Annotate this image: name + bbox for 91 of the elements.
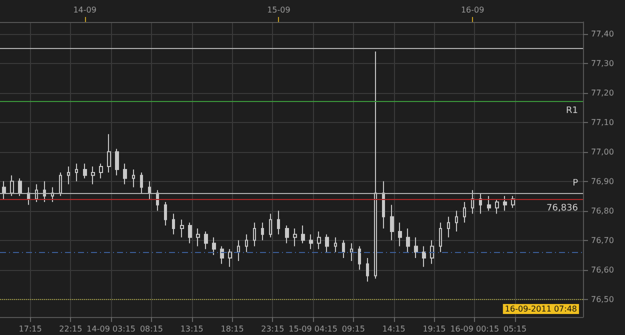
candlestick: [382, 180, 385, 229]
candlestick: [285, 225, 289, 244]
candlestick: [196, 228, 200, 247]
x-tick-label: 14:15: [382, 324, 406, 334]
x2-tick-label: 14-09: [73, 6, 96, 14]
candlestick: [342, 240, 345, 258]
x-tick-label: 22:15: [59, 324, 82, 334]
candlestick: [439, 222, 442, 253]
candlestick: [220, 246, 224, 264]
y-tick-label: 77,10: [591, 118, 614, 127]
candlestick: [140, 172, 143, 194]
candlestick: [164, 201, 167, 226]
x-tick-label: 23:15: [261, 324, 284, 334]
candlestick: [317, 230, 321, 250]
candlestick: [366, 258, 369, 282]
x-tick-label: 08:15: [140, 324, 164, 334]
ref-line-label: P: [572, 178, 579, 189]
y-tick-label: 76,70: [591, 236, 614, 245]
y-tick-label: 77,40: [591, 29, 614, 38]
candlestick: [180, 219, 184, 238]
candlestick: [390, 204, 394, 241]
y-tick-label: 76,60: [591, 265, 614, 274]
candlestick: [18, 178, 22, 197]
candlestick: [277, 210, 280, 235]
candlestick: [107, 134, 111, 173]
x-tick-label: 16-09 00:15: [450, 324, 500, 334]
candlestick: [325, 234, 329, 253]
x-tick-label: 09:15: [342, 324, 365, 334]
candlestick: [269, 213, 272, 238]
candlestick: [406, 228, 410, 253]
y-tick-label: 77,30: [591, 58, 614, 68]
y-tick-label: 77,00: [591, 147, 614, 156]
candlestick: [495, 198, 499, 214]
candlestick: [83, 163, 87, 179]
candlestick: [350, 242, 353, 262]
x-tick-label: 19:15: [422, 324, 446, 334]
candlestick: [99, 163, 103, 179]
candlestick: [27, 186, 30, 206]
candlestick: [212, 236, 216, 256]
candlestick: [334, 236, 337, 253]
candlestick: [245, 234, 248, 253]
candlestick: [172, 213, 175, 235]
x-tick-label: 17:15: [18, 324, 42, 334]
candlestick: [228, 248, 232, 268]
candlestick: [422, 246, 426, 268]
candlestick: [237, 240, 240, 262]
x-tick-label: 13:15: [180, 324, 204, 334]
candlestick: [132, 169, 135, 188]
candlestick: [301, 225, 305, 244]
candlestick: [67, 166, 70, 185]
candlestick: [43, 180, 46, 202]
candlestick: [253, 222, 256, 247]
y-tick-label: 77,20: [591, 88, 614, 98]
candlestick: [487, 196, 491, 212]
candlestick: [309, 234, 313, 250]
annotation: 16-09-2011 07:48: [504, 304, 578, 314]
candlestick: [398, 222, 402, 247]
x2-tick-label: 16-09: [460, 6, 484, 14]
candlestick: [10, 174, 14, 197]
x-tick-label: 14-09 03:15: [86, 324, 136, 334]
candlestick: [59, 172, 62, 197]
x-tick-label: 05:15: [503, 324, 527, 334]
candlestick: [414, 236, 418, 258]
candlestick: [261, 222, 264, 241]
y-tick-label: 76,90: [591, 176, 614, 186]
candlestick: [430, 240, 434, 264]
candlestick: [455, 210, 458, 232]
candlestick: [358, 246, 361, 270]
candlestick: [35, 184, 38, 202]
x-tick-label: 15-09 04:15: [288, 324, 338, 334]
x2-tick-label: 15-09: [267, 6, 290, 14]
candlestick: [75, 163, 78, 182]
x-tick-label: 18:15: [220, 324, 244, 334]
ref-line-label: R1: [566, 106, 578, 116]
ref-line-label: 76,836: [546, 204, 578, 214]
candlestick: [503, 196, 507, 212]
candlestick: [188, 222, 192, 244]
candlestick: [479, 192, 482, 214]
y-tick-label: 76,80: [591, 206, 614, 216]
candlestick: [471, 190, 474, 214]
candlestick: [463, 201, 466, 224]
candlestick: [123, 163, 127, 185]
candlestick: [447, 216, 450, 238]
candlestick: [115, 148, 119, 176]
candlestick: [204, 230, 208, 250]
candlestick: [148, 180, 151, 200]
candlestick: [2, 180, 6, 200]
candlestick: [374, 51, 377, 280]
candlestick: [91, 166, 95, 185]
y-tick-label: 76,50: [591, 294, 614, 304]
candlestick: [293, 228, 297, 247]
